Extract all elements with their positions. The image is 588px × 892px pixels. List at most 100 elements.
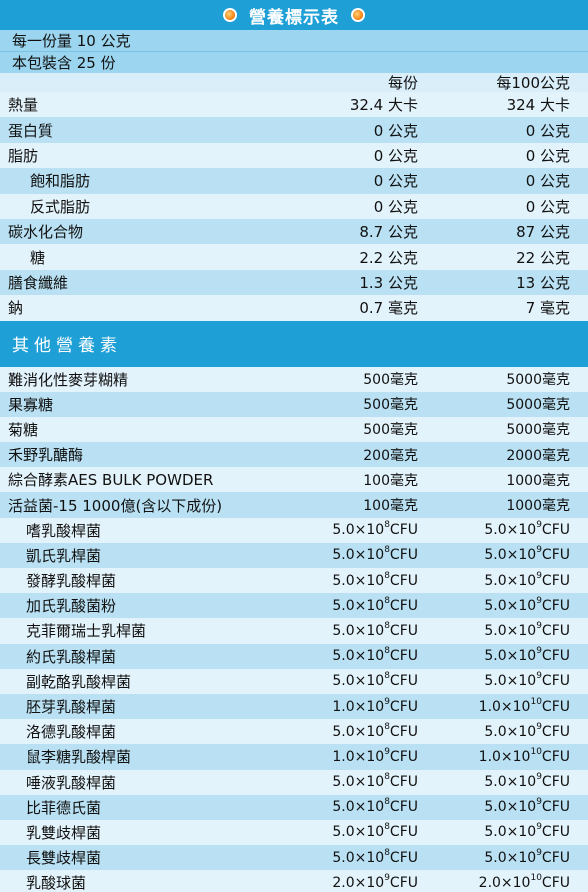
exponent: 8 xyxy=(384,772,390,783)
probiotic-row: 發酵乳酸桿菌 5.0×108CFU 5.0×109CFU xyxy=(0,568,588,594)
exponent: 10 xyxy=(530,746,542,757)
per-serving-value: 2.2 公克 xyxy=(359,248,418,267)
probiotic-name: 長雙歧桿菌 xyxy=(26,849,102,868)
other-name: 難消化性麥芽糊精 xyxy=(8,370,129,389)
probiotic-name: 乳雙歧桿菌 xyxy=(26,823,102,842)
exponent: 8 xyxy=(384,671,390,682)
exponent: 9 xyxy=(536,646,542,657)
probiotic-name: 加氏乳酸菌粉 xyxy=(26,597,117,616)
nutrient-row: 糖 2.2 公克 22 公克 xyxy=(0,244,588,270)
per-serving-value: 100毫克 xyxy=(363,498,418,515)
probiotic-row: 乳雙歧桿菌 5.0×108CFU 5.0×109CFU xyxy=(0,819,588,846)
probiotic-name: 洛德乳酸桿菌 xyxy=(26,723,117,742)
exponent: 8 xyxy=(384,646,390,657)
other-name: 綜合酵素AES BULK POWDER xyxy=(8,471,214,490)
col-per-serving: 每份 xyxy=(387,74,418,92)
probiotic-row: 副乾酪乳酸桿菌 5.0×108CFU 5.0×109CFU xyxy=(0,668,588,694)
other-row: 綜合酵素AES BULK POWDER 100毫克 1000毫克 xyxy=(0,467,588,493)
per-100g-value: 5.0×109CFU xyxy=(484,721,570,740)
exponent: 9 xyxy=(384,746,390,757)
per-100g-value: 0 公克 xyxy=(525,121,570,140)
per-serving-value: 500毫克 xyxy=(363,422,418,439)
nutrient-name: 飽和脂肪 xyxy=(30,172,91,191)
orange-dot-icon xyxy=(353,10,363,20)
per-serving-value: 5.0×108CFU xyxy=(332,671,418,690)
other-nutrients-title: 其他營養素 xyxy=(0,320,588,367)
nutrient-name: 熱量 xyxy=(8,96,39,115)
probiotic-name: 凱氏乳桿菌 xyxy=(26,546,102,565)
per-100g-value: 5.0×109CFU xyxy=(484,797,570,816)
exponent: 8 xyxy=(384,847,390,858)
serving-size: 每一份量 10 公克 xyxy=(0,30,588,51)
probiotic-row: 胚芽乳酸桿菌 1.0×109CFU 1.0×1010CFU xyxy=(0,693,588,720)
exponent: 8 xyxy=(384,797,390,808)
col-per-100g: 每100公克 xyxy=(496,74,570,92)
exponent: 8 xyxy=(384,545,390,556)
other-name: 禾野乳醣酶 xyxy=(8,446,84,465)
exponent: 10 xyxy=(530,696,542,707)
per-serving-value: 200毫克 xyxy=(363,447,418,464)
nutrient-row: 反式脂肪 0 公克 0 公克 xyxy=(0,193,588,219)
nutrient-row: 飽和脂肪 0 公克 0 公克 xyxy=(0,168,588,194)
exponent: 8 xyxy=(384,620,390,631)
per-100g-value: 5.0×109CFU xyxy=(484,620,570,639)
per-100g-value: 5000毫克 xyxy=(506,372,570,389)
nutrient-name: 糖 xyxy=(30,248,46,267)
exponent: 9 xyxy=(536,545,542,556)
nutrient-list: 熱量 32.4 大卡 324 大卡 蛋白質 0 公克 0 公克 脂肪 0 公克 0 公克 飽和脂肪… xyxy=(0,92,588,321)
nutrient-row: 蛋白質 0 公克 0 公克 xyxy=(0,117,588,143)
per-serving-value: 0.7 毫克 xyxy=(359,299,418,318)
per-100g-value: 5.0×109CFU xyxy=(484,847,570,866)
per-serving-value: 5.0×108CFU xyxy=(332,646,418,665)
per-100g-value: 5.0×109CFU xyxy=(484,545,570,564)
per-serving-value: 5.0×108CFU xyxy=(332,822,418,841)
exponent: 9 xyxy=(536,620,542,631)
per-serving-value: 5.0×108CFU xyxy=(332,620,418,639)
other-name: 果寡糖 xyxy=(8,395,54,414)
per-serving-value: 5.0×108CFU xyxy=(332,570,418,589)
probiotic-row: 乳酸球菌 2.0×109CFU 2.0×1010CFU xyxy=(0,870,588,892)
per-100g-value: 5.0×109CFU xyxy=(484,822,570,841)
exponent: 9 xyxy=(536,797,542,808)
probiotic-name: 唾液乳酸桿菌 xyxy=(26,773,117,792)
per-100g-value: 5.0×109CFU xyxy=(484,520,570,539)
other-name: 菊糖 xyxy=(8,420,39,439)
per-100g-value: 1000毫克 xyxy=(506,472,570,489)
per-serving-value: 5.0×108CFU xyxy=(332,721,418,740)
other-name: 活益菌-15 1000億(含以下成份) xyxy=(8,496,223,515)
nutrient-name: 反式脂肪 xyxy=(30,197,91,216)
per-100g-value: 1.0×1010CFU xyxy=(478,696,570,715)
nutrient-row: 鈉 0.7 毫克 7 毫克 xyxy=(0,295,588,321)
orange-dot-icon xyxy=(225,10,235,20)
nutrient-name: 脂肪 xyxy=(8,146,39,165)
per-100g-value: 0 公克 xyxy=(525,197,570,216)
per-serving-value: 5.0×108CFU xyxy=(332,847,418,866)
per-serving-value: 100毫克 xyxy=(363,472,418,489)
table-title: 營養標示表 xyxy=(249,7,339,28)
nutrient-name: 膳食纖維 xyxy=(8,273,69,292)
per-100g-value: 5.0×109CFU xyxy=(484,595,570,614)
per-serving-value: 5.0×108CFU xyxy=(332,797,418,816)
per-100g-value: 87 公克 xyxy=(516,223,570,242)
exponent: 9 xyxy=(536,822,542,833)
probiotic-name: 嗜乳酸桿菌 xyxy=(26,521,102,540)
exponent: 9 xyxy=(536,671,542,682)
probiotic-name: 克菲爾瑞士乳桿菌 xyxy=(26,622,147,641)
exponent: 9 xyxy=(384,696,390,707)
probiotic-name: 副乾酪乳酸桿菌 xyxy=(26,672,132,691)
exponent: 9 xyxy=(536,772,542,783)
probiotic-row: 唾液乳酸桿菌 5.0×108CFU 5.0×109CFU xyxy=(0,769,588,795)
other-row: 難消化性麥芽糊精 500毫克 5000毫克 xyxy=(0,366,588,392)
probiotic-row: 約氏乳酸桿菌 5.0×108CFU 5.0×109CFU xyxy=(0,643,588,669)
other-row: 果寡糖 500毫克 5000毫克 xyxy=(0,391,588,417)
per-serving-value: 0 公克 xyxy=(373,172,418,191)
probiotic-name: 比菲德氏菌 xyxy=(26,798,102,817)
per-serving-value: 5.0×108CFU xyxy=(332,772,418,791)
exponent: 9 xyxy=(536,721,542,732)
probiotic-name: 乳酸球菌 xyxy=(26,874,87,892)
other-row: 菊糖 500毫克 5000毫克 xyxy=(0,416,588,443)
per-100g-value: 1000毫克 xyxy=(506,498,570,515)
exponent: 8 xyxy=(384,570,390,581)
probiotic-row: 克菲爾瑞士乳桿菌 5.0×108CFU 5.0×109CFU xyxy=(0,618,588,644)
